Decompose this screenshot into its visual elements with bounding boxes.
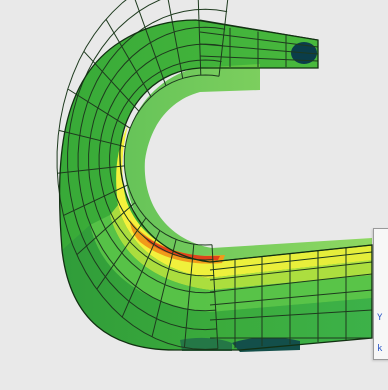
mesh-arc — [109, 59, 222, 261]
mesh-spoke — [151, 239, 177, 338]
mesh-leg-row — [209, 251, 373, 271]
mesh-arc — [98, 43, 224, 277]
mesh-leg-row — [209, 261, 373, 281]
legend-axis-label-y: Y — [377, 313, 383, 323]
mesh-spoke — [58, 129, 126, 148]
mesh-leg-row — [209, 309, 373, 321]
mesh-spoke — [121, 230, 161, 318]
mesh-spoke — [57, 165, 125, 174]
mesh-spoke — [96, 217, 147, 290]
lower-band-2 — [62, 225, 372, 350]
mesh-arc — [88, 26, 226, 294]
legend-panel[interactable] — [373, 228, 388, 360]
mesh-arc — [77, 8, 228, 312]
mesh-arc — [123, 74, 220, 246]
mesh-tip-row — [199, 31, 319, 48]
bottom-low-stress-spot-2 — [180, 337, 232, 351]
mesh-spoke — [197, 0, 202, 76]
legend-axis-label-k: k — [377, 344, 383, 354]
mesh-tip-row — [199, 55, 319, 62]
lower-band-1 — [90, 215, 372, 312]
mesh-spoke — [134, 0, 167, 86]
mesh-spoke — [183, 244, 195, 348]
mesh-arc — [67, 0, 218, 331]
mesh-leg-row — [209, 289, 373, 306]
bottom-low-stress-spot — [232, 337, 300, 352]
hook-outline — [58, 19, 373, 351]
lime-transition — [110, 205, 372, 290]
inner-stress-zone — [124, 64, 372, 270]
mesh-arc — [56, 0, 218, 350]
mesh-tip-row — [199, 43, 319, 55]
mesh-spoke — [167, 0, 184, 79]
mesh-leg-row — [209, 273, 373, 293]
